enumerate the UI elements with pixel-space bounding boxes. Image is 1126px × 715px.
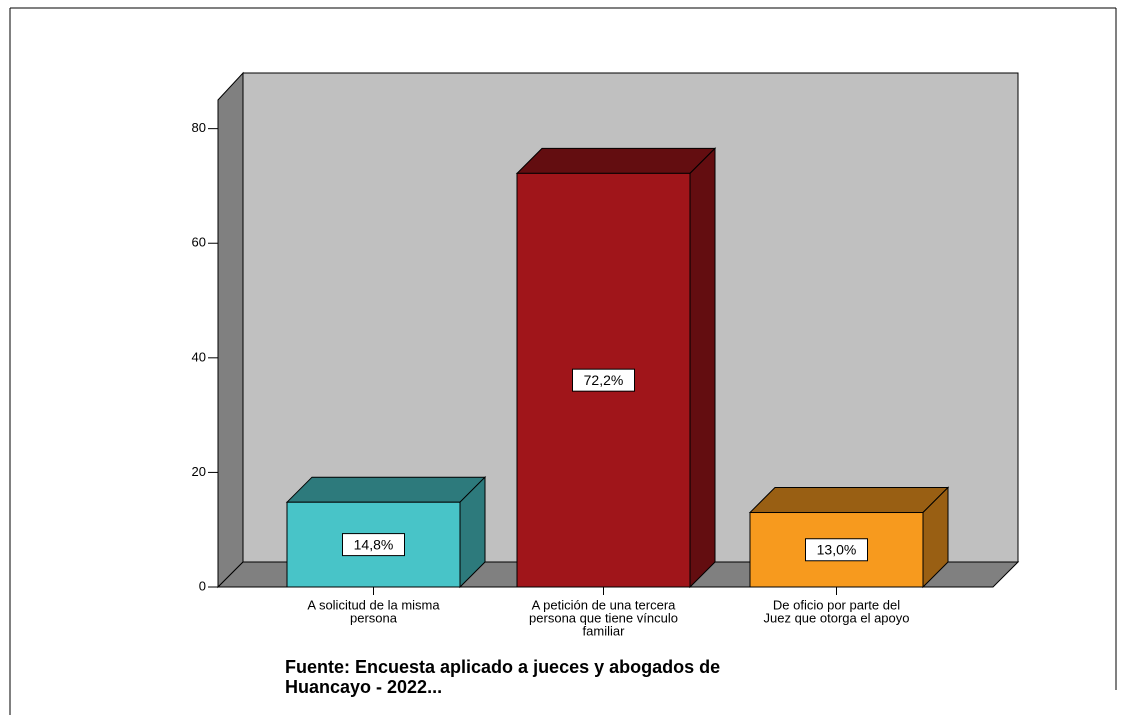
x-tick-label: A petición de una tercera [532,597,677,612]
note: Fuente: Encuesta aplicado a jueces y abo… [285,657,720,677]
x-tick-label: De oficio por parte del [773,597,900,612]
x-tick-label: persona que tiene vínculo [529,610,678,625]
value-label-box [342,533,405,557]
value-label-box [572,368,635,392]
x-tick-label: persona [350,610,398,625]
side-wall [217,71,244,589]
y-tick-label: 60 [192,235,206,250]
y-tick-label: 80 [192,120,206,135]
y-tick-label: 40 [192,349,206,364]
y-tick-label: 20 [192,464,206,479]
value-label: 72,2% [584,372,624,388]
x-tick-label: A solicitud de la misma [307,597,440,612]
y-tick-label: 0 [199,578,206,593]
bar-top [285,476,487,503]
bar-top [515,147,717,174]
x-tick-label: familiar [583,623,626,638]
bar-top [748,487,950,514]
value-label: 13,0% [817,541,857,557]
value-label-box [805,538,868,562]
bar-side [689,147,716,589]
x-tick-label: Juez que otorga el apoyo [764,610,910,625]
value-label: 14,8% [354,536,394,552]
note: Huancayo - 2022... [285,677,442,697]
